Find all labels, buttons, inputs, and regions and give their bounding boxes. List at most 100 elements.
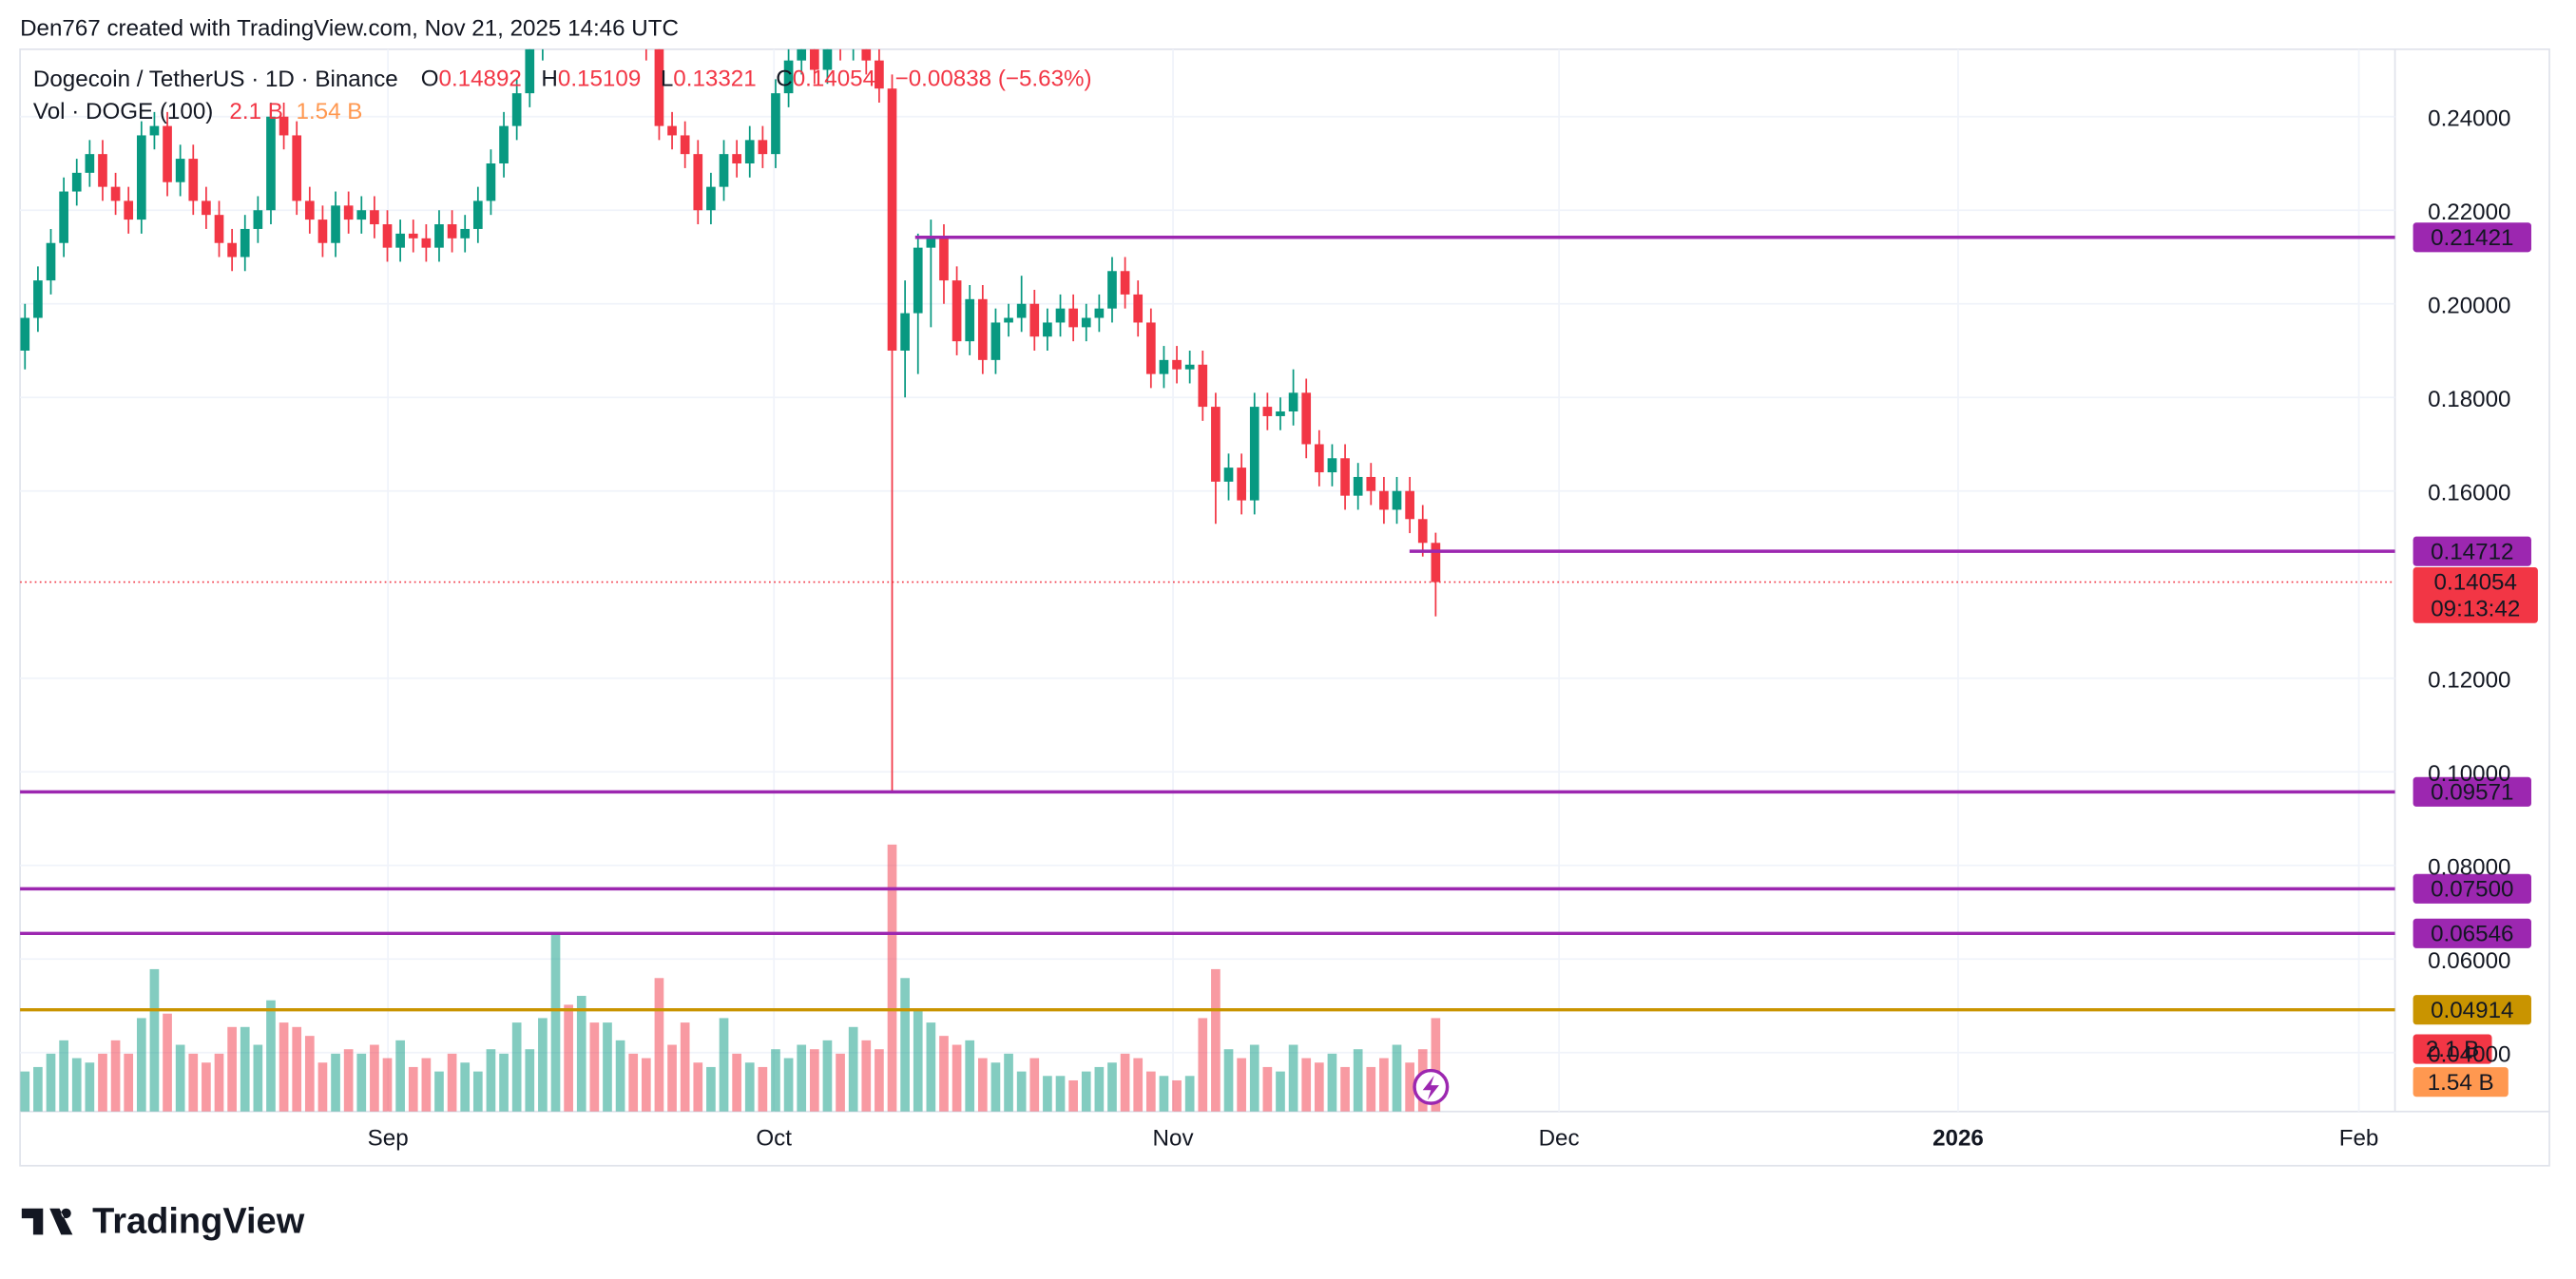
c-label: C (776, 67, 792, 92)
candle-body (188, 159, 199, 201)
candle-body (1249, 407, 1259, 501)
candle-body (98, 154, 107, 187)
h-label: H (541, 67, 557, 92)
volume-bar (1107, 1062, 1117, 1112)
volume-bar (188, 1053, 199, 1112)
volume-bar (317, 1062, 328, 1112)
x-tick-label: 2026 (1932, 1126, 1984, 1152)
candle-body (1004, 317, 1013, 323)
volume-bar (1301, 1058, 1312, 1112)
x-tick-label: Feb (2339, 1126, 2379, 1152)
x-tick-label: Sep (368, 1126, 409, 1152)
candle-body (343, 205, 354, 220)
candle-body (395, 233, 405, 248)
candle-body (719, 154, 729, 187)
volume-bar (370, 1044, 379, 1112)
candle-body (1327, 458, 1337, 473)
level-badge (2413, 776, 2531, 807)
volume-bar (304, 1036, 315, 1112)
candle-body (875, 60, 884, 89)
y-tick-label: 0.16000 (2428, 481, 2510, 506)
volume-bar (1262, 1066, 1273, 1112)
candle-body (1133, 294, 1144, 323)
volume-value: 2.1 B (229, 100, 282, 125)
volume-bar (1120, 1053, 1130, 1112)
change: −0.00838 (−5.63%) (895, 67, 1092, 92)
candle-body (149, 125, 160, 136)
candle-body (1081, 317, 1091, 328)
candle-body (1055, 308, 1066, 323)
volume-bar (771, 1049, 780, 1112)
candle-body (253, 210, 263, 229)
candle-body (304, 200, 315, 220)
candle-body (1184, 364, 1195, 370)
candle-body (33, 280, 43, 318)
candle-body (1211, 407, 1221, 482)
candle-body (1417, 519, 1428, 544)
candle-body (797, 48, 807, 61)
volume-bar (1379, 1058, 1389, 1112)
volume-bar (641, 1058, 651, 1112)
candle-body (163, 125, 172, 182)
volume-bar (20, 1071, 30, 1112)
volume-bar (926, 1022, 936, 1112)
volume-bar (1223, 1049, 1234, 1112)
volume-bar (1366, 1066, 1376, 1112)
candle-body (136, 135, 146, 220)
alert-icon (1413, 1068, 1450, 1105)
volume-bar (240, 1026, 250, 1112)
candle-body (1353, 476, 1363, 496)
volume-bar (1081, 1071, 1091, 1112)
volume-bar (1068, 1079, 1078, 1112)
volume-bar (990, 1062, 1001, 1112)
y-tick-label: 0.22000 (2428, 200, 2510, 225)
volume-bar (253, 1044, 263, 1112)
candle-body (939, 238, 949, 281)
volume-bar (887, 844, 897, 1112)
volume-ma-badge-label: 1.54 B (2428, 1070, 2494, 1096)
volume-bar (124, 1053, 134, 1112)
candle-body (1172, 359, 1182, 370)
candle-body (1314, 444, 1324, 473)
candle-body (861, 48, 872, 61)
volume-bar (589, 1022, 600, 1112)
volume-bar (875, 1049, 884, 1112)
volume-bar (331, 1053, 340, 1112)
volume-bar (965, 1040, 975, 1112)
volume-bar (511, 1022, 522, 1112)
candle-body (317, 220, 328, 243)
volume-title: Vol · DOGE (100) (33, 100, 213, 125)
candle-body (292, 135, 302, 201)
volume-bar (1172, 1079, 1182, 1112)
volume-bar (822, 1040, 833, 1112)
volume-bar (98, 1053, 107, 1112)
candle-body (1145, 322, 1156, 374)
candle-body (460, 228, 471, 239)
candle-body (758, 140, 768, 155)
volume-bar (1392, 1044, 1402, 1112)
volume-bar (900, 978, 910, 1112)
volume-bar (343, 1049, 354, 1112)
candle-body (202, 200, 211, 216)
volume-legend: Vol · DOGE (100) 2.1 B 1.54 B (33, 100, 362, 125)
volume-bar (434, 1071, 444, 1112)
y-tick-label: 0.06000 (2428, 948, 2510, 974)
volume-bar (693, 1062, 703, 1112)
volume-bar (149, 968, 160, 1112)
level-label: 0.14712 (2431, 539, 2513, 564)
candle-body (382, 224, 393, 248)
candle-body (977, 298, 988, 360)
volume-bar (85, 1062, 95, 1112)
volume-bar (266, 1000, 276, 1112)
candle-body (421, 238, 432, 248)
candle-body (240, 228, 250, 258)
candle-body (175, 159, 185, 182)
level-badge (2413, 918, 2531, 948)
candle-body (965, 298, 975, 342)
volume-bar (1340, 1066, 1350, 1112)
candle-body (1029, 303, 1040, 337)
volume-bar (952, 1044, 962, 1112)
level-label: 0.06546 (2431, 921, 2513, 946)
volume-bar (1288, 1044, 1298, 1112)
candle-body (1159, 359, 1169, 374)
